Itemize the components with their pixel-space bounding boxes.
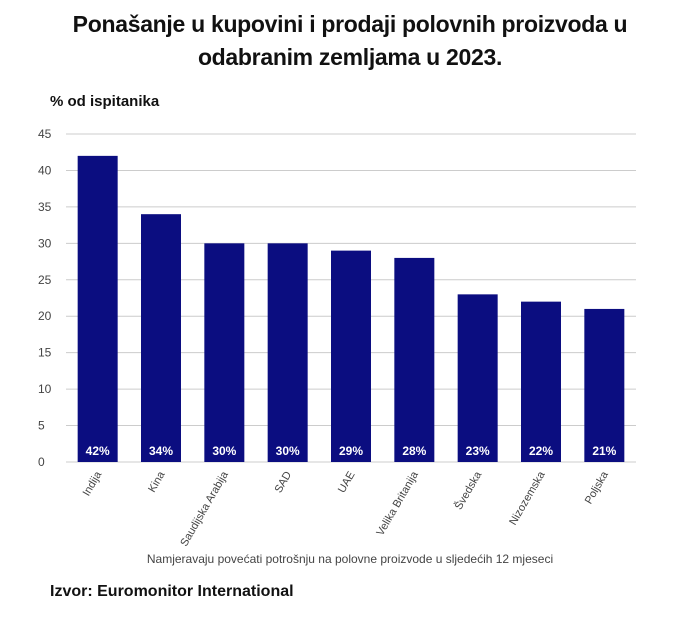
x-tick-label: Indija — [81, 469, 105, 499]
x-tick-label: Saudijska Arabija — [178, 469, 231, 549]
data-label: 30% — [276, 444, 300, 458]
bar — [141, 214, 181, 462]
x-tick-label: Velika Britanija — [374, 469, 421, 538]
y-tick-label: 45 — [38, 127, 52, 141]
data-label: 23% — [466, 444, 490, 458]
y-tick-label: 30 — [38, 236, 52, 250]
bar — [457, 294, 498, 462]
y-tick-label: 5 — [38, 419, 45, 433]
x-axis-label: Namjeravaju povećati potrošnju na polovn… — [146, 552, 554, 566]
bar — [267, 243, 308, 462]
bar — [584, 308, 625, 462]
y-tick-label: 0 — [38, 455, 45, 469]
bar — [394, 257, 435, 462]
data-label: 29% — [339, 444, 363, 458]
x-tick-label: Švedska — [452, 468, 485, 512]
y-tick-label: 25 — [38, 273, 52, 287]
x-tick-label: Nizozemska — [507, 469, 548, 528]
y-tick-label: 10 — [38, 382, 52, 396]
source-note: Izvor: Euromonitor International — [50, 583, 294, 600]
y-tick-label: 15 — [38, 346, 52, 360]
bar — [204, 243, 245, 462]
x-tick-label: Poljska — [583, 469, 612, 506]
x-tick-label: UAE — [336, 470, 358, 496]
bar-chart: 0 5 10 15 20 25 30 35 40 45 42% Indija 34% Kina 30% Sau… — [38, 127, 636, 549]
data-label: 34% — [149, 444, 173, 458]
bar — [77, 155, 118, 462]
title-line-1: Ponašanje u kupovini i prodaji polovnih … — [72, 11, 628, 37]
y-axis-label: % od ispitanika — [50, 93, 160, 110]
y-tick-label: 20 — [38, 309, 52, 323]
y-tick-label: 40 — [38, 163, 52, 177]
bar — [331, 250, 371, 462]
title-line-2: odabranim zemljama u 2023. — [197, 44, 503, 70]
data-label: 28% — [402, 444, 426, 458]
x-tick-label: SAD — [273, 469, 295, 495]
x-tick-label: Kina — [146, 469, 168, 495]
bar — [521, 301, 561, 462]
chart-title: Ponašanje u kupovini i prodaji polovnih … — [0, 8, 700, 74]
data-label: 21% — [592, 444, 616, 458]
data-label: 42% — [86, 444, 110, 458]
data-label: 30% — [212, 444, 236, 458]
data-label: 22% — [529, 444, 553, 458]
y-tick-label: 35 — [38, 200, 52, 214]
